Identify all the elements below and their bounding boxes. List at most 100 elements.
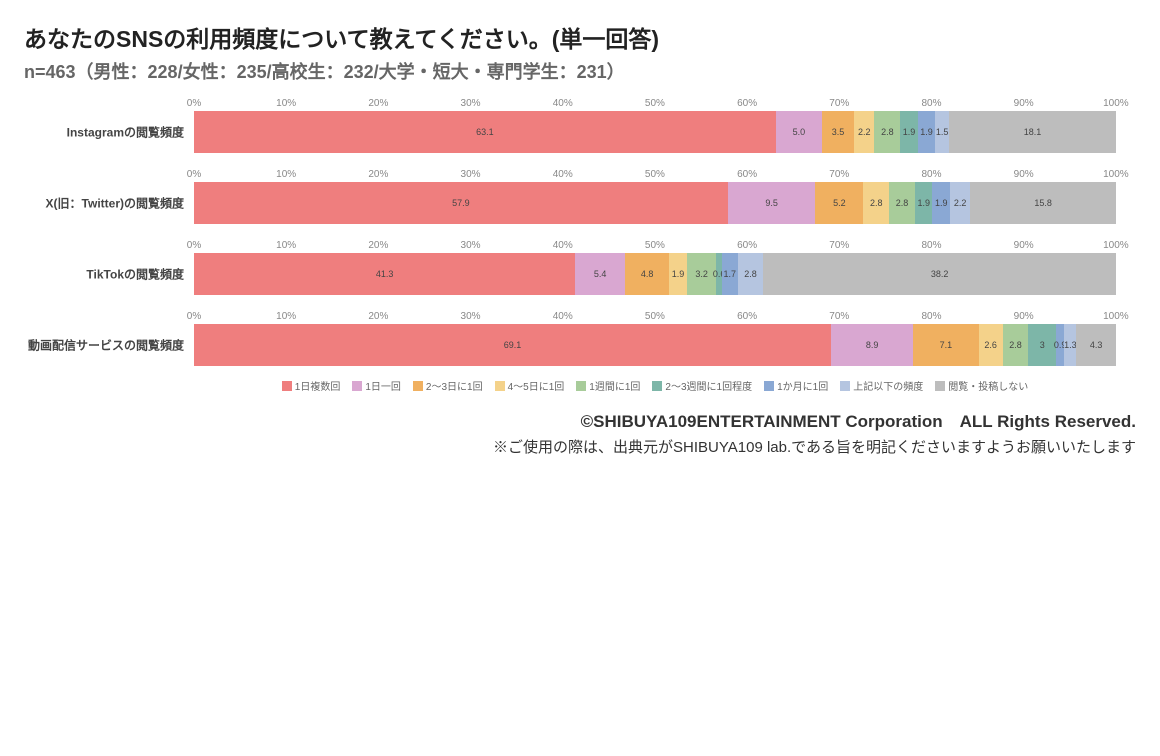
legend-item: 2～3週間に1回程度 — [652, 378, 752, 393]
legend-label: 1か月に1回 — [777, 378, 828, 393]
axis-tick: 100% — [1102, 311, 1130, 322]
bar-segment: 2.8 — [874, 111, 900, 153]
bar-label: X(旧：Twitter)の閲覧頻度 — [24, 195, 184, 212]
axis-tick: 40% — [549, 169, 577, 180]
axis-tick: 100% — [1102, 240, 1130, 251]
segment-value: 4.3 — [1090, 340, 1103, 350]
segment-value: 2.8 — [1009, 340, 1022, 350]
legend-swatch — [840, 381, 850, 391]
bar-segment: 5.0 — [776, 111, 822, 153]
legend-item: 4～5日に1回 — [495, 378, 565, 393]
segment-value: 9.5 — [765, 198, 778, 208]
segment-value: 1.9 — [935, 198, 948, 208]
bar-segment: 7.1 — [913, 324, 978, 366]
bar-label: Instagramの閲覧頻度 — [24, 124, 184, 141]
axis-tick: 0% — [180, 169, 208, 180]
segment-value: 41.3 — [376, 269, 394, 279]
axis-tick: 50% — [641, 169, 669, 180]
bar-segment: 41.3 — [194, 253, 575, 295]
segment-value: 8.9 — [866, 340, 879, 350]
legend-label: 2～3日に1回 — [426, 378, 483, 393]
bar-segment: 4.3 — [1076, 324, 1116, 366]
bar-segment: 1.9 — [669, 253, 687, 295]
segment-value: 69.1 — [504, 340, 522, 350]
segment-value: 3.5 — [832, 127, 845, 137]
segment-value: 5.2 — [833, 198, 846, 208]
axis-ticks: 0%10%20%30%40%50%60%70%80%90%100% — [194, 307, 1116, 324]
bar-segment: 57.9 — [194, 182, 728, 224]
bar-segment: 38.2 — [763, 253, 1116, 295]
bar-segment: 2.8 — [889, 182, 915, 224]
axis-tick: 80% — [918, 311, 946, 322]
axis-tick: 70% — [825, 98, 853, 109]
axis-tick: 80% — [918, 240, 946, 251]
segment-value: 18.1 — [1024, 127, 1042, 137]
segment-value: 2.8 — [744, 269, 757, 279]
axis-tick: 0% — [180, 98, 208, 109]
axis-tick: 70% — [825, 240, 853, 251]
segment-value: 15.8 — [1034, 198, 1052, 208]
axis-ticks: 0%10%20%30%40%50%60%70%80%90%100% — [194, 236, 1116, 253]
chart-legend: 1日複数回1日一回2～3日に1回4～5日に1回1週間に1回2～3週間に1回程度1… — [194, 378, 1116, 393]
bar-segment: 2.6 — [979, 324, 1003, 366]
legend-label: 2～3週間に1回程度 — [665, 378, 752, 393]
axis-tick: 80% — [918, 169, 946, 180]
axis-tick: 20% — [364, 311, 392, 322]
bar-segment: 2.2 — [854, 111, 874, 153]
legend-label: 上記以下の頻度 — [853, 378, 923, 393]
legend-item: 閲覧・投稿しない — [935, 378, 1028, 393]
bar-block: TikTokの閲覧頻度41.35.44.81.93.20.61.72.838.2 — [194, 253, 1116, 295]
legend-label: 1日複数回 — [295, 378, 341, 393]
bar-segment: 1.9 — [915, 182, 933, 224]
bar-segment: 5.4 — [575, 253, 625, 295]
axis-tick: 10% — [272, 311, 300, 322]
segment-value: 1.9 — [917, 198, 930, 208]
axis-tick: 100% — [1102, 169, 1130, 180]
axis-tick: 60% — [733, 240, 761, 251]
segment-value: 1.9 — [672, 269, 685, 279]
bar-segment: 3 — [1028, 324, 1056, 366]
bar-segment: 8.9 — [831, 324, 913, 366]
axis-tick: 10% — [272, 98, 300, 109]
legend-swatch — [652, 381, 662, 391]
bar-segment: 15.8 — [970, 182, 1116, 224]
segment-value: 38.2 — [931, 269, 949, 279]
segment-value: 2.8 — [881, 127, 894, 137]
axis-tick: 0% — [180, 311, 208, 322]
axis-tick: 100% — [1102, 98, 1130, 109]
segment-value: 4.8 — [641, 269, 654, 279]
legend-swatch — [764, 381, 774, 391]
segment-value: 3.2 — [695, 269, 708, 279]
axis-tick: 90% — [1010, 98, 1038, 109]
legend-label: 4～5日に1回 — [508, 378, 565, 393]
copyright-line: ©SHIBUYA109ENTERTAINMENT Corporation ALL… — [24, 407, 1136, 432]
bar-block: X(旧：Twitter)の閲覧頻度57.99.55.22.82.81.91.92… — [194, 182, 1116, 224]
segment-value: 1.9 — [903, 127, 916, 137]
segment-value: 1.5 — [936, 127, 949, 137]
legend-swatch — [495, 381, 505, 391]
bar-segment: 2.2 — [950, 182, 970, 224]
axis-tick: 30% — [457, 311, 485, 322]
axis-ticks: 0%10%20%30%40%50%60%70%80%90%100% — [194, 165, 1116, 182]
attribution-line: ※ご使用の際は、出典元がSHIBUYA109 lab.である旨を明記くださいます… — [24, 436, 1136, 457]
bar-segment: 1.9 — [900, 111, 918, 153]
segment-value: 1.3 — [1064, 340, 1077, 350]
axis-tick: 40% — [549, 240, 577, 251]
bar-label: TikTokの閲覧頻度 — [24, 266, 184, 283]
bar-segment: 1.5 — [935, 111, 949, 153]
axis-tick: 70% — [825, 169, 853, 180]
bar-segment: 18.1 — [949, 111, 1116, 153]
axis-tick: 90% — [1010, 169, 1038, 180]
segment-value: 2.8 — [870, 198, 883, 208]
legend-item: 1か月に1回 — [764, 378, 828, 393]
axis-tick: 70% — [825, 311, 853, 322]
legend-label: 1週間に1回 — [589, 378, 640, 393]
segment-value: 2.8 — [896, 198, 909, 208]
bar-segment: 2.8 — [738, 253, 764, 295]
bar-segment: 69.1 — [194, 324, 831, 366]
axis-tick: 10% — [272, 169, 300, 180]
legend-item: 2～3日に1回 — [413, 378, 483, 393]
segment-value: 7.1 — [940, 340, 953, 350]
axis-tick: 60% — [733, 311, 761, 322]
bar-segment: 2.8 — [863, 182, 889, 224]
